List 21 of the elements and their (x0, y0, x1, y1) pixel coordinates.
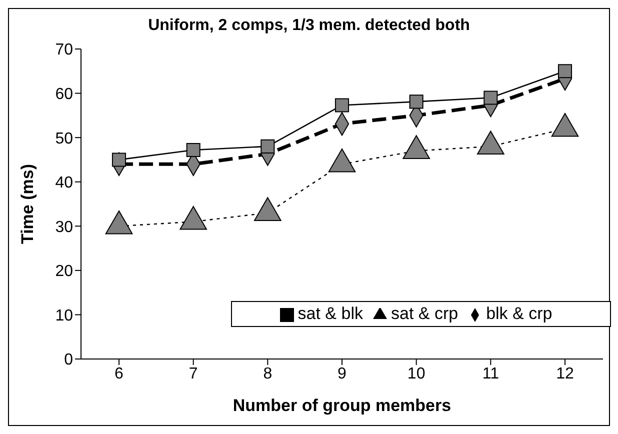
x-tick-label: 7 (188, 365, 198, 382)
legend-label: blk & crp (486, 304, 552, 323)
x-tick-label: 12 (556, 365, 574, 382)
y-tick-label: 40 (55, 174, 74, 192)
y-tick-label: 20 (55, 263, 74, 280)
y-axis-title: Time (ms) (18, 164, 38, 244)
y-tick-label: 50 (55, 130, 74, 148)
x-axis-title: Number of group members (232, 396, 452, 415)
legend-label: sat & blk (298, 304, 363, 323)
x-tick-label: 8 (263, 365, 272, 382)
y-tick-label: 10 (55, 307, 74, 324)
x-tick-label: 11 (482, 365, 500, 382)
y-tick-label: 70 (55, 42, 74, 59)
x-tick-label: 6 (114, 365, 124, 382)
y-tick-label: 60 (55, 86, 74, 103)
y-tick-label: 0 (64, 352, 74, 369)
y-tick-label: 30 (55, 218, 74, 236)
x-tick-label: 10 (407, 365, 426, 382)
legend-label: sat & crp (390, 304, 458, 323)
chart-title: Uniform, 2 comps, 1/3 mem. detected both (147, 17, 471, 35)
x-tick-label: 9 (338, 365, 347, 382)
